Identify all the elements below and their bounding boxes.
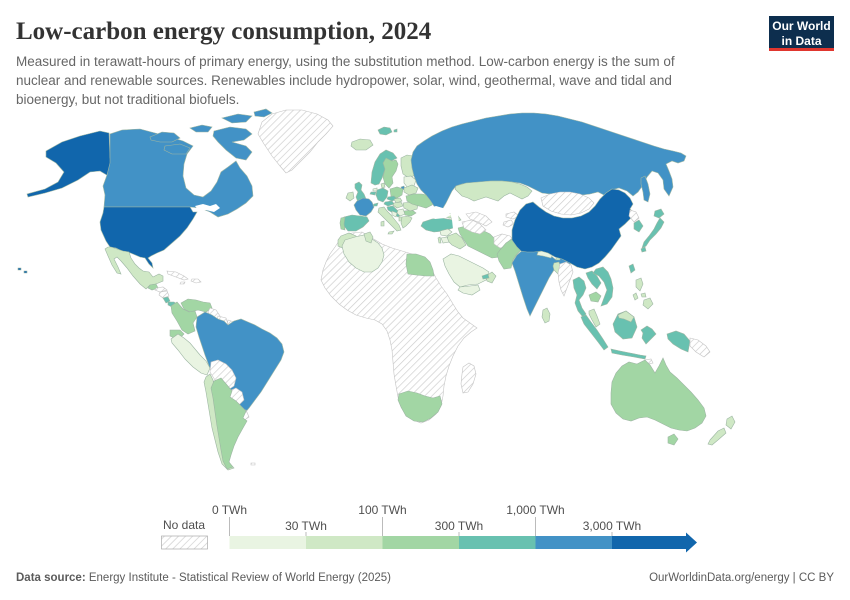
svg-text:100 TWh: 100 TWh <box>358 503 406 517</box>
svg-text:No data: No data <box>163 518 205 532</box>
svg-text:0 TWh: 0 TWh <box>212 503 247 517</box>
svg-text:30 TWh: 30 TWh <box>285 519 327 533</box>
svg-text:1,000 TWh: 1,000 TWh <box>506 503 564 517</box>
svg-text:3,000 TWh: 3,000 TWh <box>583 519 641 533</box>
svg-text:300 TWh: 300 TWh <box>435 519 483 533</box>
